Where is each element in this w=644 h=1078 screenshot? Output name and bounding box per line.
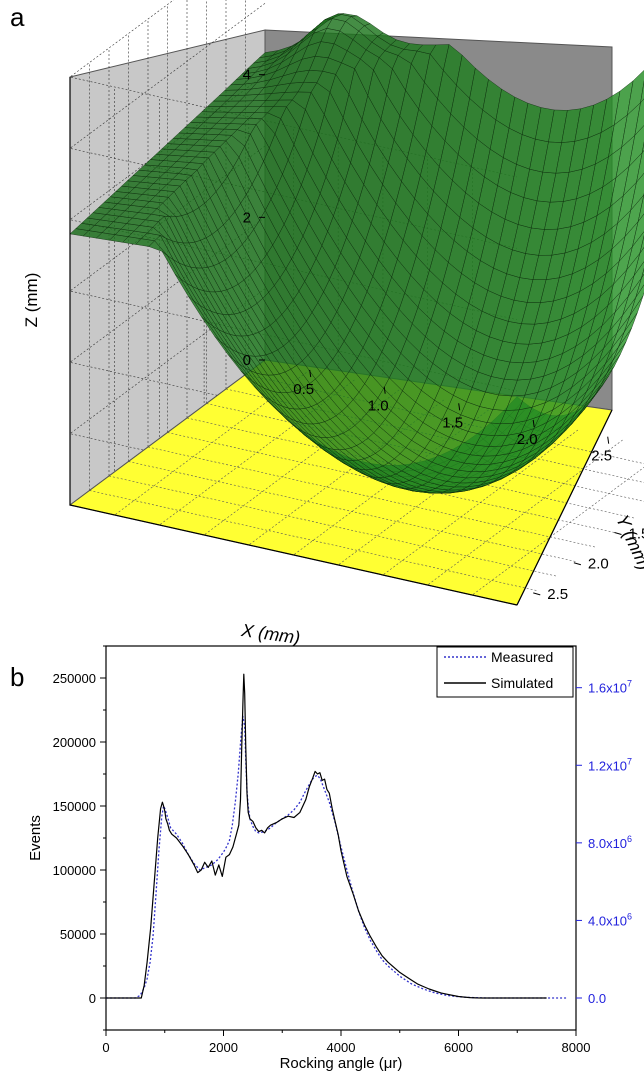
y-tick-label: 2.0 xyxy=(588,556,609,573)
y-tick xyxy=(573,562,582,566)
surface-cell xyxy=(640,80,644,104)
plot-area-frame xyxy=(105,645,577,1031)
surface-cell xyxy=(635,273,644,298)
y2-tick-label: 4.0x106 xyxy=(588,911,632,928)
x-tick-label: 1.0 xyxy=(368,398,389,415)
x-tick-label: 2.5 xyxy=(591,448,612,465)
x-tick xyxy=(532,419,535,428)
x-tick xyxy=(383,386,386,394)
y-tick xyxy=(533,592,541,596)
y-axis-line xyxy=(516,409,613,606)
series-line-simulated xyxy=(106,673,547,999)
x-tick-label: 4000 xyxy=(327,1040,356,1055)
y2-tick-label: 1.2x107 xyxy=(588,756,632,773)
x-tick-label: 8000 xyxy=(562,1040,591,1055)
x-tick-label: 2000 xyxy=(209,1040,238,1055)
y2-tick-exponent: 7 xyxy=(627,756,632,766)
y-axis-title-events: Events xyxy=(27,815,44,861)
y2-tick-exponent: 7 xyxy=(627,679,632,689)
series-line-measured xyxy=(106,715,568,999)
floor-gridline xyxy=(427,439,623,586)
x-axis-line xyxy=(69,504,518,606)
panel-a-surface-plot: a 02460.51.01.52.02.53.00.51.01.52.02.5 … xyxy=(10,0,644,648)
x-tick xyxy=(309,369,312,378)
y-tick-label: 2.5 xyxy=(547,586,568,603)
z-axis-title: Z (mm) xyxy=(22,273,41,328)
z-tick-label: 4 xyxy=(243,67,251,84)
legend-label-simulated: Simulated xyxy=(491,675,553,691)
surface-cell xyxy=(632,213,644,247)
floor-gridline xyxy=(147,446,596,548)
floor-gridline xyxy=(89,490,537,591)
y-tick-label: 1.5 xyxy=(629,526,644,543)
x-tick-label: 2.0 xyxy=(517,431,538,448)
y2-tick-label: 0.0 xyxy=(588,991,606,1006)
panel-b-label: b xyxy=(10,662,24,692)
y-tick xyxy=(614,532,622,535)
y2-tick-exponent: 6 xyxy=(627,834,632,844)
y-tick-label: 0 xyxy=(89,991,96,1006)
surface-cell xyxy=(633,247,644,276)
x-tick xyxy=(607,436,610,444)
x-tick-label: 0.5 xyxy=(293,381,314,398)
y-tick-label: 200000 xyxy=(53,735,96,750)
y-tick-label: 150000 xyxy=(53,799,96,814)
y-axis-title: Y (mm) xyxy=(612,512,644,574)
panel-b-series xyxy=(106,673,568,999)
legend-box xyxy=(436,646,574,698)
legend: Measured Simulated xyxy=(436,646,574,698)
x-axis-title-rocking-angle: Rocking angle (μr) xyxy=(280,1055,403,1072)
x-tick-label: 6000 xyxy=(444,1040,473,1055)
floor-gridline xyxy=(128,461,576,562)
z-tick-label: 2 xyxy=(243,209,251,226)
x-tick-label: 1.5 xyxy=(442,414,463,431)
x-tick xyxy=(458,403,461,411)
panel-b-line-plot: b 0 2000 4000 6000 8000 0 50000 100000 150000 200… xyxy=(10,645,632,1072)
floor-gridline xyxy=(382,429,579,576)
x-axis-title: X (mm) xyxy=(239,620,301,648)
surface-cell xyxy=(634,98,644,137)
y2-tick-label: 1.6x107 xyxy=(588,679,632,696)
surface-mesh xyxy=(69,13,644,494)
floor-gridline xyxy=(108,475,557,577)
surface-cell xyxy=(639,235,644,254)
surface-cell xyxy=(641,268,644,279)
surface-cell xyxy=(637,194,644,222)
y2-tick-label: 8.0x106 xyxy=(588,834,632,851)
z-tick-label: 0 xyxy=(243,352,251,369)
surface-cell xyxy=(636,150,644,183)
panel-a-label: a xyxy=(10,2,25,32)
y2-tick-exponent: 6 xyxy=(627,911,632,921)
panel-b-axis-ticks: 0 2000 4000 6000 8000 0 50000 100000 150000 20000… xyxy=(53,645,632,1055)
x-tick-label: 0 xyxy=(102,1040,109,1055)
y-tick-label: 100000 xyxy=(53,863,96,878)
panel-a-axis-ticks: 02460.51.01.52.02.53.00.51.01.52.02.5 xyxy=(243,67,644,603)
y-tick-label: 50000 xyxy=(60,927,96,942)
surface-cell xyxy=(629,284,644,316)
floor-gridline xyxy=(472,466,644,596)
legend-label-measured: Measured xyxy=(491,649,553,665)
y-tick-label: 250000 xyxy=(53,671,96,686)
